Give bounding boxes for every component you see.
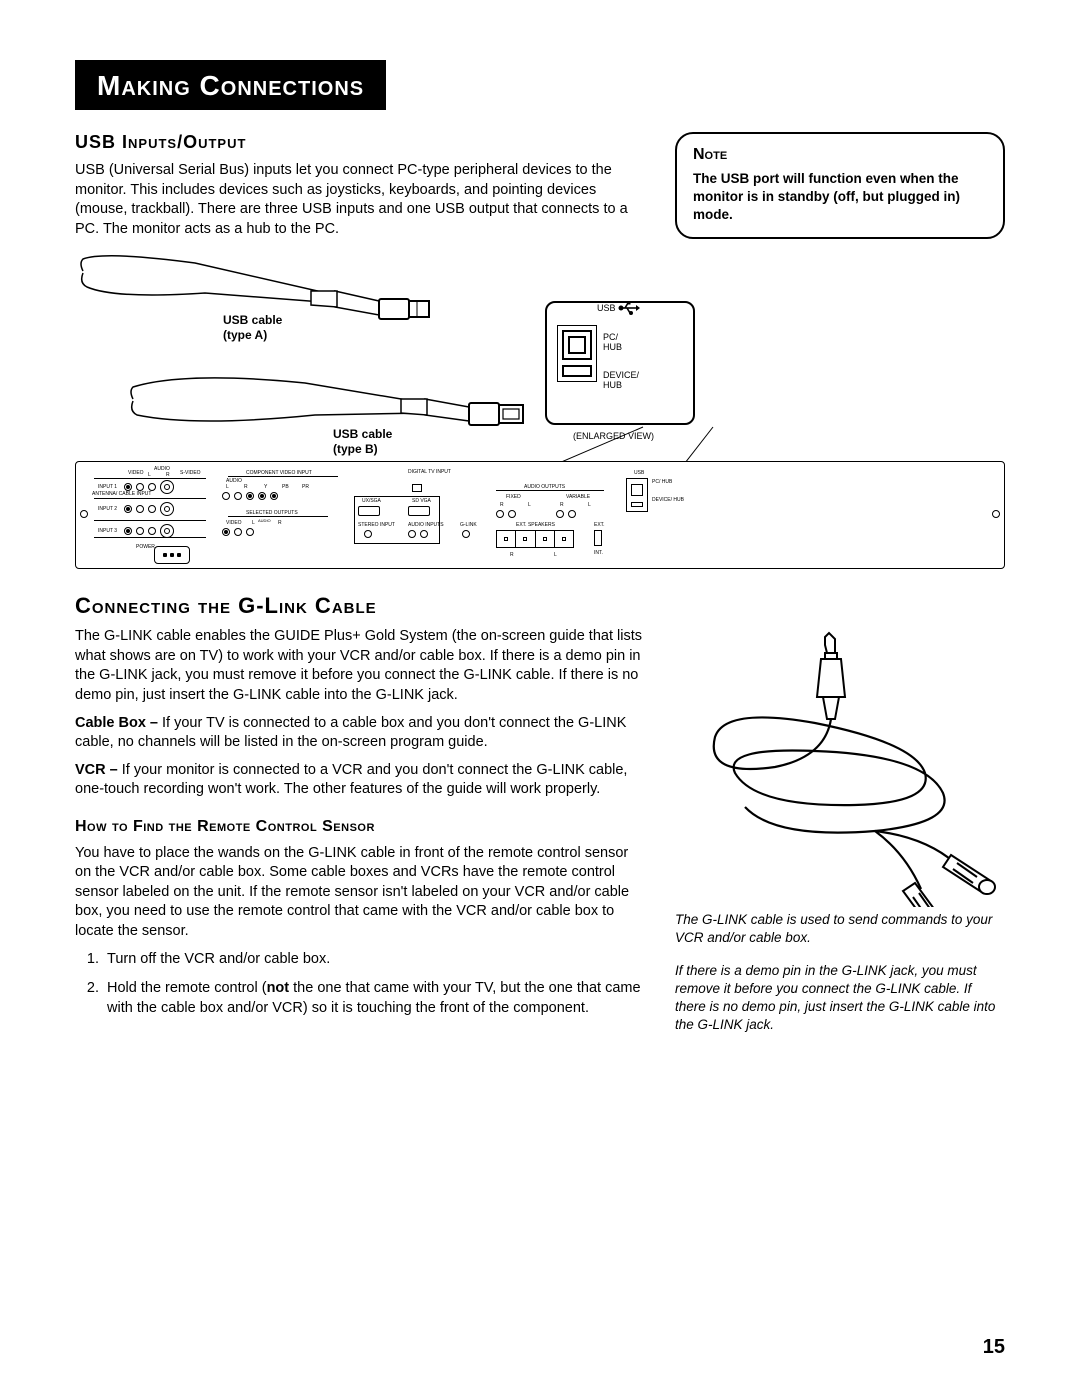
- glink-heading: Connecting the G-Link Cable: [75, 593, 1005, 619]
- l4: L: [528, 502, 531, 508]
- cable-a-l2: (type A): [223, 328, 267, 342]
- r4: R: [500, 502, 504, 508]
- cable-b-l2: (type B): [333, 442, 378, 456]
- ext: EXT.: [594, 522, 605, 528]
- pchub-s: PC/ HUB: [652, 480, 672, 485]
- variable: VARIABLE: [566, 494, 590, 500]
- usb-paragraph: USB (Universal Serial Bus) inputs let yo…: [75, 161, 647, 239]
- r2: R: [244, 484, 248, 490]
- note-box: Note The USB port will function even whe…: [675, 132, 1005, 239]
- glink-row: The G-LINK cable enables the GUIDE Plus+…: [75, 627, 1005, 1042]
- note-body: The USB port will function even when the…: [693, 170, 987, 225]
- remote-heading: How to Find the Remote Control Sensor: [75, 818, 647, 836]
- l5: L: [588, 502, 591, 508]
- l6: L: [554, 552, 557, 558]
- page-title: Making Connections: [97, 70, 364, 102]
- r5: R: [560, 502, 564, 508]
- glink-p1: The G-LINK cable enables the GUIDE Plus+…: [75, 627, 647, 705]
- usb-diagram: ANTENNA/ CABLE INPUT VIDEO AUDIO L R S-V…: [75, 251, 1005, 571]
- remote-paragraph: You have to place the wands on the G-LIN…: [75, 844, 647, 942]
- glink-p3: VCR – If your monitor is connected to a …: [75, 761, 647, 800]
- glink-p3-bold: VCR –: [75, 762, 122, 778]
- cable-a-label: USB cable (type A): [223, 313, 282, 342]
- usb-main-col: USB Inputs/Output USB (Universal Serial …: [75, 132, 647, 247]
- ext-speakers-icon: [496, 530, 574, 548]
- glink-caption-2: If there is a demo pin in the G-LINK jac…: [675, 962, 1005, 1035]
- glink-main: The G-LINK cable enables the GUIDE Plus+…: [75, 627, 647, 1042]
- usb-heading: USB Inputs/Output: [75, 132, 647, 153]
- cable-b-l1: USB cable: [333, 427, 392, 441]
- digitaltv-label: DIGITAL TV INPUT: [408, 470, 451, 475]
- note-text: The USB port will function even when the…: [693, 171, 960, 222]
- l3: L: [252, 520, 255, 526]
- int: INT.: [594, 550, 603, 556]
- a3: AUDIO: [258, 518, 271, 523]
- remote-steps: Turn off the VCR and/or cable box. Hold …: [75, 950, 647, 1019]
- glink-caption-1: The G-LINK cable is used to send command…: [675, 911, 1005, 947]
- fixed: FIXED: [506, 494, 521, 500]
- switch-icon: [594, 530, 602, 546]
- devhub-s: DEVICE/ HUB: [652, 498, 684, 503]
- screw-icon: [992, 510, 1000, 518]
- glink-p2-bold: Cable Box –: [75, 715, 162, 731]
- extspk: EXT. SPEAKERS: [516, 522, 555, 528]
- page-banner: Making Connections: [75, 60, 386, 110]
- pb: PB: [282, 484, 289, 490]
- usb-side-col: Note The USB port will function even whe…: [675, 132, 1005, 247]
- glink-p3-text: If your monitor is connected to a VCR an…: [75, 762, 627, 798]
- video-label: VIDEO: [128, 470, 144, 476]
- usb-section-row: USB Inputs/Output USB (Universal Serial …: [75, 132, 1005, 247]
- step2-before: Hold the remote control (: [107, 980, 267, 996]
- glink-cable-figure: [675, 627, 1005, 907]
- remote-step-2: Hold the remote control (not the one tha…: [103, 979, 647, 1018]
- cable-b-label: USB cable (type B): [333, 427, 392, 456]
- power-label: POWER: [136, 544, 155, 550]
- remote-step-1: Turn off the VCR and/or cable box.: [103, 950, 647, 970]
- l2: L: [226, 484, 229, 490]
- v2: VIDEO: [226, 520, 242, 526]
- note-title: Note: [693, 146, 987, 164]
- step2-bold: not: [267, 980, 290, 996]
- screw-icon: [80, 510, 88, 518]
- page-number: 15: [983, 1336, 1005, 1359]
- usb-hub-small-icon: [626, 478, 648, 512]
- dtv-port-icon: [412, 484, 422, 492]
- glink-lbl: G-LINK: [460, 522, 477, 528]
- r6: R: [510, 552, 514, 558]
- power-jack-icon: [154, 546, 190, 564]
- usb-small-lbl: USB: [634, 470, 644, 476]
- back-panel: ANTENNA/ CABLE INPUT VIDEO AUDIO L R S-V…: [75, 461, 1005, 569]
- cables-svg: [75, 251, 1005, 461]
- pr: PR: [302, 484, 309, 490]
- glink-side: The G-LINK cable is used to send command…: [675, 627, 1005, 1042]
- cable-a-l1: USB cable: [223, 313, 282, 327]
- r3: R: [278, 520, 282, 526]
- y: Y: [264, 484, 267, 490]
- glink-p2: Cable Box – If your TV is connected to a…: [75, 714, 647, 753]
- svideo-label: S-VIDEO: [180, 470, 201, 476]
